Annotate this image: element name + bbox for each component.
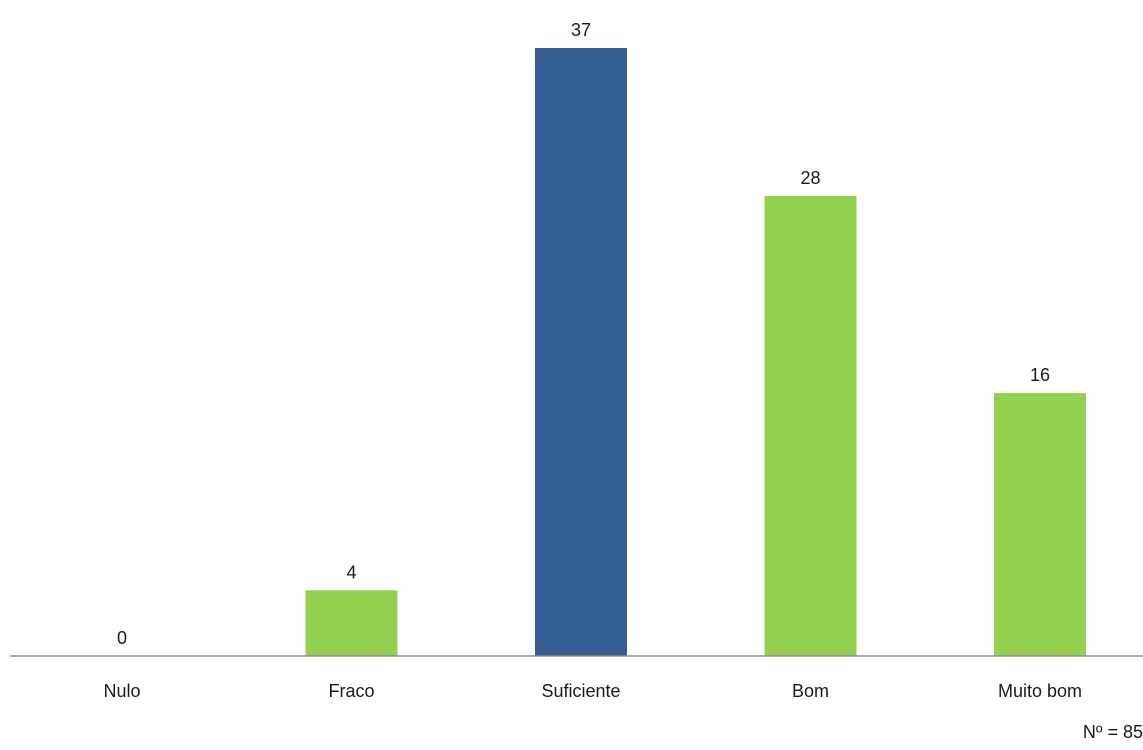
bar-fraco [305,590,398,656]
category-label-nulo: Nulo [103,681,140,701]
value-labels-group: 0 4 37 28 16 [117,20,1050,648]
value-label-bom: 28 [800,168,820,188]
value-label-nulo: 0 [117,628,127,648]
value-label-fraco: 4 [346,562,356,582]
category-label-bom: Bom [792,681,829,701]
bars-group [305,48,1086,656]
value-label-muito-bom: 16 [1030,365,1050,385]
value-label-suficiente: 37 [571,20,591,40]
category-label-fraco: Fraco [328,681,374,701]
sample-size-note: Nº = 85 [1082,722,1143,742]
category-label-muito-bom: Muito bom [998,681,1082,701]
category-labels-group: Nulo Fraco Suficiente Bom Muito bom [103,681,1082,701]
category-label-suficiente: Suficiente [541,681,620,701]
bar-suficiente [535,48,627,656]
bar-bom [764,195,857,656]
bar-muito-bom [994,393,1086,656]
